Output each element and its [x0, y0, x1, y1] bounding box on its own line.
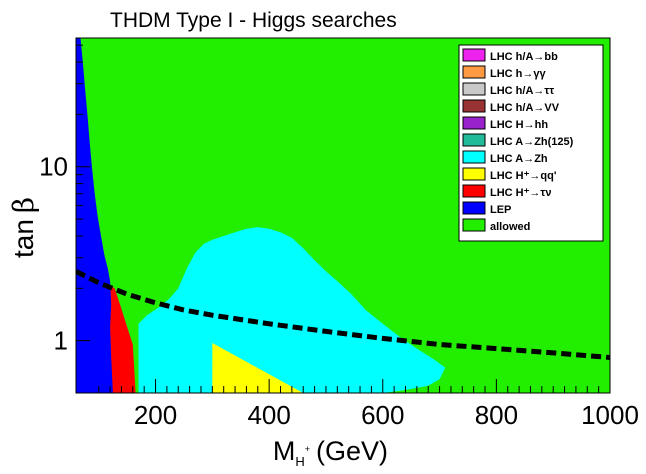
legend-swatch-8: [462, 184, 486, 198]
legend-swatch-7: [462, 167, 486, 181]
legend-swatch-2: [462, 82, 486, 96]
legend-label-6: LHC A→Zh: [490, 153, 548, 165]
x-tick-label-4: 1000: [581, 400, 639, 430]
legend-label-2: LHC h/A→ττ: [490, 85, 554, 97]
y-axis-label-main: tan: [8, 219, 39, 258]
x-tick-label-1: 400: [247, 400, 290, 430]
x-axis-label-unit: (GeV): [316, 436, 388, 466]
x-axis-label-sup: +: [305, 444, 310, 454]
y-axis-label: tan β: [7, 197, 40, 258]
legend-swatch-1: [462, 65, 486, 79]
chart-title: THDM Type I - Higgs searches: [110, 9, 397, 32]
y-tick-label-0: 1: [54, 326, 68, 356]
legend-swatch-3: [462, 99, 486, 113]
legend-label-9: LEP: [490, 204, 511, 216]
plot-frame: [75, 37, 611, 394]
legend-swatch-5: [462, 133, 486, 147]
y-axis-label-greek: β: [7, 197, 40, 213]
tick-layer: [76, 44, 611, 393]
legend-label-4: LHC H→hh: [490, 119, 548, 131]
legend-swatch-9: [462, 201, 486, 215]
region-3: [108, 284, 136, 393]
x-axis-label: MH+ (GeV): [273, 436, 388, 469]
legend-label-7: LHC H⁺→qq': [490, 170, 557, 182]
x-tick-label-2: 600: [361, 400, 404, 430]
legend-label-1: LHC h→γγ: [490, 68, 547, 80]
boundary-layer: [76, 269, 610, 360]
legend-label-0: LHC h/A→bb: [490, 51, 558, 63]
legend-swatch-10: [462, 218, 486, 232]
x-tick-label-0: 200: [134, 400, 177, 430]
legend-swatch-6: [462, 150, 486, 164]
x-tick-labels: 200 400 600 800 1000: [134, 400, 639, 430]
legend-label-3: LHC h/A→VV: [490, 102, 560, 114]
y-tick-labels: 1 10: [39, 152, 68, 356]
x-axis-label-main: M: [273, 436, 296, 466]
legend-label-8: LHC H⁺→τν: [490, 187, 551, 199]
region-4: [76, 38, 113, 393]
y-tick-label-1: 10: [39, 152, 68, 182]
legend-swatch-0: [462, 48, 486, 62]
region-2: [212, 343, 304, 393]
legend: LHC h/A→bb LHC h→γγ LHC h/A→ττ LHC h/A→VV LH…: [458, 44, 604, 242]
legend-items: LHC h/A→bb LHC h→γγ LHC h/A→ττ LHC h/A→VV LH…: [462, 48, 574, 233]
x-axis-label-sub: H: [295, 454, 304, 469]
legend-swatch-4: [462, 116, 486, 130]
x-tick-label-3: 800: [475, 400, 518, 430]
boundary-line: [76, 269, 610, 360]
legend-label-5: LHC A→Zh(125): [490, 136, 574, 148]
legend-label-10: allowed: [490, 221, 530, 233]
